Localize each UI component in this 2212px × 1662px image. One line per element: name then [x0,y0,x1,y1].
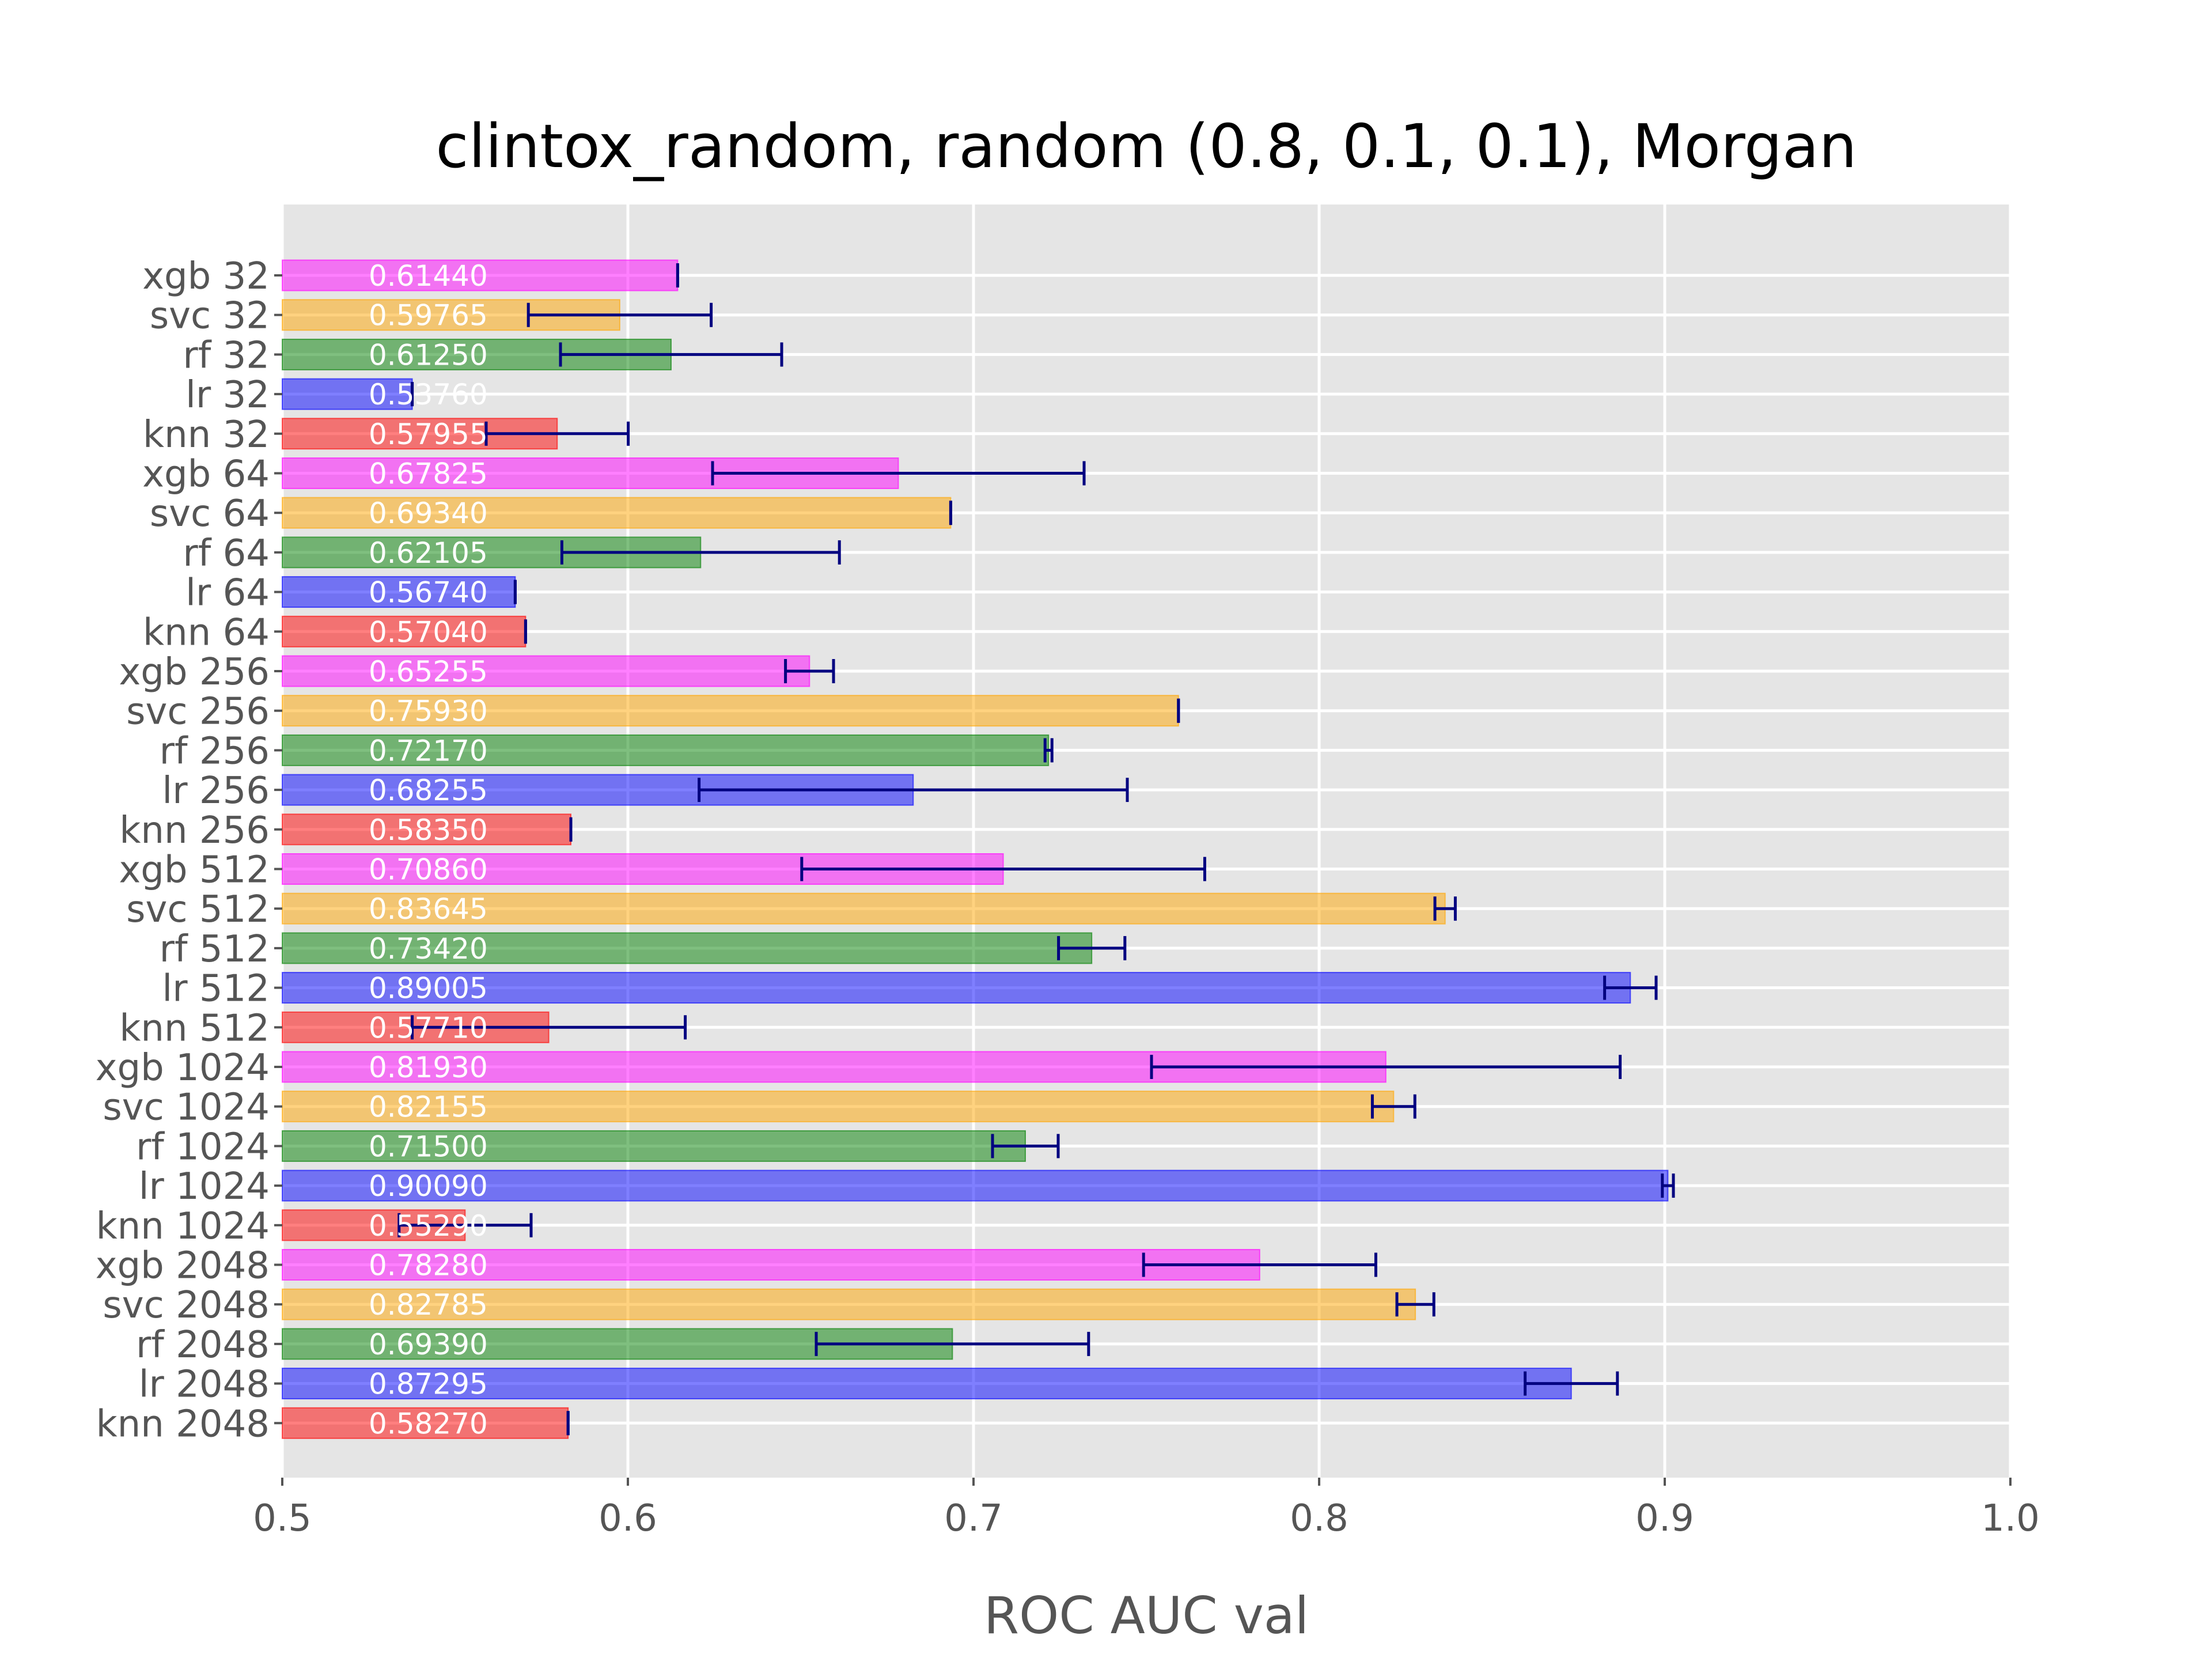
bar-svc-256 [282,695,1179,727]
x-axis-tick-labels: 0.5 0.6 0.7 0.8 0.9 1.0 [253,1478,2040,1540]
bar-value-label: 0.55290 [369,1209,488,1243]
grid-lines [281,205,2012,1478]
y-tick-label: rf 1024 [136,1126,270,1168]
bar-value-label: 0.78280 [369,1249,488,1282]
y-tick-label: lr 1024 [139,1165,270,1208]
bar-value-label: 0.56740 [369,576,488,609]
y-tick-label: rf 64 [183,532,270,575]
y-tick-label: rf 32 [183,334,270,377]
y-tick-label: svc 64 [150,493,270,535]
x-tick-label: 0.9 [1635,1497,1694,1540]
bar-value-label: 0.67825 [369,457,488,491]
bar-svc-1024 [282,1091,1395,1123]
bar-value-label: 0.90090 [369,1169,488,1203]
y-tick-label: xgb 32 [142,255,270,298]
bar-value-label: 0.89005 [369,972,488,1005]
y-tick-label: lr 256 [162,770,270,812]
bar-value-labels: 0.61440 0.59765 0.61250 0.53760 0.57955 0.678… [369,259,488,1440]
chart-title: clintox_random, random (0.8, 0.1, 0.1), … [435,111,1857,181]
bar-value-label: 0.68255 [369,774,488,807]
bar-value-label: 0.82155 [369,1091,488,1124]
bar-value-label: 0.58350 [369,813,488,847]
bar-value-label: 0.58270 [369,1407,488,1440]
bar-xgb-2048 [282,1249,1260,1281]
y-tick-label: knn 512 [119,1007,270,1050]
y-tick-label: knn 256 [119,809,270,852]
bar-value-label: 0.69340 [369,497,488,530]
y-tick-label: lr 2048 [139,1364,270,1406]
bar-value-label: 0.82785 [369,1288,488,1322]
bar-value-label: 0.61250 [369,338,488,372]
bar-value-label: 0.61440 [369,259,488,293]
y-tick-label: knn 64 [143,611,270,654]
bar-value-label: 0.57710 [369,1011,488,1044]
error-bars [397,263,1675,1436]
bar-xgb-256 [282,655,810,687]
bar-value-label: 0.75930 [369,695,488,728]
x-tick-label: 0.8 [1290,1497,1349,1540]
y-tick-label: xgb 1024 [96,1047,270,1089]
bar-lr-64 [282,576,516,608]
bar-lr-1024 [282,1169,1669,1202]
bar-knn-256 [282,813,571,846]
bar-value-label: 0.53760 [369,378,488,411]
bar-value-label: 0.72170 [369,734,488,767]
y-tick-label: svc 1024 [103,1086,270,1129]
y-tick-label: knn 32 [143,414,270,456]
bar-value-label: 0.57955 [369,418,488,451]
x-tick-label: 0.5 [253,1497,312,1540]
bar-xgb-1024 [282,1051,1387,1083]
x-axis-label: ROC AUC val [984,1586,1309,1645]
y-tick-label: rf 2048 [136,1324,270,1366]
x-tick-label: 0.6 [599,1497,657,1540]
x-tick-label: 1.0 [1981,1497,2040,1540]
y-tick-label: xgb 512 [119,849,270,892]
bar-value-label: 0.71500 [369,1130,488,1163]
bar-svc-64 [282,497,952,529]
y-tick-label: svc 2048 [103,1284,270,1327]
bar-value-label: 0.59765 [369,299,488,332]
y-tick-label: lr 512 [162,968,270,1010]
bar-value-label: 0.81930 [369,1051,488,1084]
bar-value-label: 0.83645 [369,892,488,926]
bar-value-label: 0.73420 [369,932,488,966]
bar-value-label: 0.69390 [369,1328,488,1361]
y-tick-label: svc 256 [126,691,270,733]
y-tick-label: rf 256 [160,730,270,773]
bar-rf-256 [282,734,1050,766]
y-tick-label: knn 1024 [96,1205,270,1248]
y-tick-label: xgb 64 [142,453,270,496]
y-tick-label: lr 32 [185,374,270,417]
y-tick-label: svc 32 [150,295,270,338]
y-tick-label: xgb 2048 [96,1245,270,1288]
y-tick-label: knn 2048 [96,1403,270,1445]
bar-value-label: 0.62105 [369,536,488,570]
y-tick-label: xgb 256 [119,651,270,694]
bar-lr-2048 [282,1368,1572,1400]
y-tick-label: svc 512 [126,888,270,931]
bar-svc-512 [282,892,1446,925]
x-tick-label: 0.7 [944,1497,1003,1540]
bar-value-label: 0.70860 [369,853,488,887]
y-tick-label: rf 512 [160,928,270,971]
bar-value-label: 0.87295 [369,1368,488,1401]
y-tick-label: lr 64 [185,572,270,615]
bar-value-label: 0.57040 [369,615,488,649]
bar-value-label: 0.65255 [369,655,488,688]
